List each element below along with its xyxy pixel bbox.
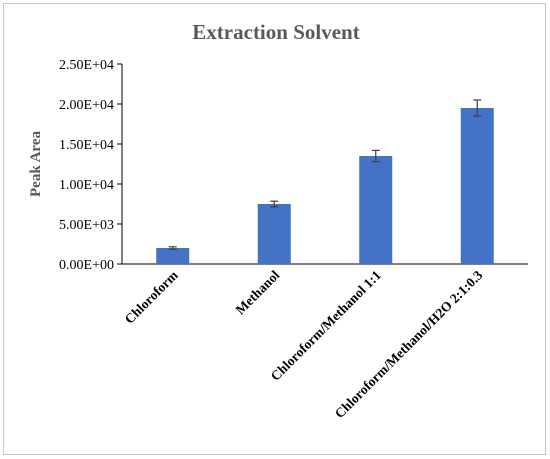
y-tick-label: 2.00E+04 <box>59 98 114 113</box>
x-category-label: Methanol <box>233 267 283 317</box>
bar <box>460 108 494 264</box>
y-tick-label: 2.50E+04 <box>59 58 114 73</box>
plot-area: 0.00E+00 5.00E+03 1.00E+04 1.50E+04 2.00E+04… <box>59 58 528 421</box>
bar <box>156 248 190 264</box>
y-tick-label: 5.00E+03 <box>59 218 114 233</box>
bar <box>257 204 291 264</box>
x-category-label: Chloroform/Methanol 1:1 <box>268 267 384 383</box>
y-axis-label: Peak Area <box>28 131 44 197</box>
bar <box>359 156 393 264</box>
y-tick-label: 0.00E+00 <box>59 258 114 273</box>
chart-title: Extraction Solvent <box>192 20 359 44</box>
y-tick-label: 1.00E+04 <box>59 178 114 193</box>
y-tick-label: 1.50E+04 <box>59 138 114 153</box>
x-category-label: Chloroform <box>122 267 182 327</box>
